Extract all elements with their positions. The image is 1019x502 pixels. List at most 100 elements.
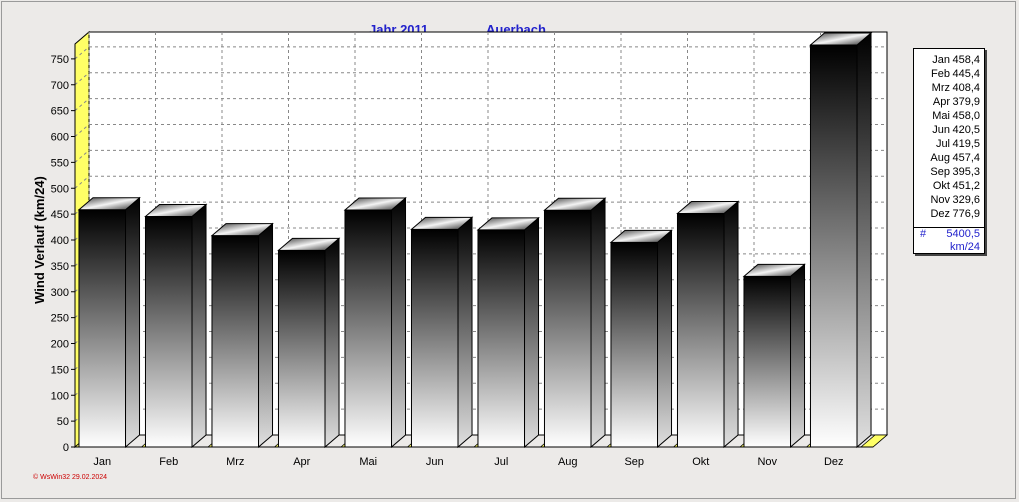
bar-front	[211, 235, 260, 448]
legend-entry-name: Aug	[930, 152, 950, 164]
bar-front	[610, 241, 659, 448]
legend-entry-value: 419,5	[952, 138, 980, 150]
bar-top	[476, 217, 540, 231]
x-tick-label: Jul	[494, 456, 508, 468]
legend-entry-name: Sep	[930, 166, 950, 178]
bar-top	[809, 32, 873, 46]
bar-top	[410, 216, 474, 230]
legend-entry: Nov 329,6	[914, 193, 980, 207]
legend-entry-name: Mai	[932, 110, 950, 122]
legend-entry-name: Dez	[930, 208, 950, 220]
bar-side	[856, 31, 872, 449]
x-tick-label: Feb	[159, 456, 178, 468]
legend-entry: Sep 395,3	[914, 165, 980, 179]
legend-entry-value: 458,4	[952, 54, 980, 66]
x-tick-label: Mrz	[226, 456, 244, 468]
x-tick-label: Dez	[824, 456, 844, 468]
y-tick-label: 200	[51, 339, 69, 351]
bar-sep	[609, 229, 673, 449]
bar-jun	[410, 216, 474, 449]
bar-top	[343, 197, 407, 211]
bar-top	[210, 223, 274, 237]
bar-side	[457, 216, 473, 449]
y-tick-label: 400	[51, 235, 69, 247]
bar-front	[676, 213, 725, 448]
y-tick-label: 450	[51, 209, 69, 221]
legend-entry: Feb 445,4	[914, 67, 980, 81]
x-tick-label: Okt	[692, 456, 709, 468]
bar-jan	[77, 196, 141, 449]
bar-okt	[676, 200, 740, 449]
bar-side	[391, 196, 407, 449]
bar-top	[543, 197, 607, 211]
legend-entry: Jul 419,5	[914, 137, 980, 151]
y-tick-label: 350	[51, 261, 69, 273]
legend-entry-value: 445,4	[952, 68, 980, 80]
bar-side	[790, 263, 806, 449]
legend-total-symbol: #	[920, 228, 927, 240]
legend-entry-name: Jul	[935, 138, 950, 150]
bar-nov	[742, 263, 806, 449]
y-tick-label: 0	[63, 442, 69, 454]
y-tick-label: 550	[51, 157, 69, 169]
y-tick-label: 150	[51, 364, 69, 376]
y-tick-label: 700	[51, 80, 69, 92]
bar-top	[676, 201, 740, 215]
legend-entry: Jan 458,4	[914, 53, 980, 67]
bar-front	[743, 275, 792, 448]
y-tick-label: 650	[51, 106, 69, 118]
bar-mrz	[210, 222, 274, 449]
legend-entry: Dez 776,9	[914, 207, 980, 221]
legend-entry-value: 420,5	[952, 124, 980, 136]
legend-entry: Apr 379,9	[914, 95, 980, 109]
legend-separator	[914, 227, 984, 228]
legend-entry-name: Jun	[932, 124, 950, 136]
bar-front	[477, 229, 526, 448]
bar-side	[524, 216, 540, 449]
legend-entry-name: Mrz	[931, 82, 950, 94]
bar-top	[77, 197, 141, 211]
x-tick-label: Jun	[426, 456, 444, 468]
y-tick-label: 500	[51, 183, 69, 195]
legend-entry-name: Feb	[931, 68, 950, 80]
bar-side	[324, 237, 340, 449]
legend-entry-name: Jan	[932, 54, 950, 66]
x-tick-label: Mai	[359, 456, 377, 468]
bar-side	[258, 222, 274, 449]
legend-entry: Mrz 408,4	[914, 81, 980, 95]
bar-front	[344, 209, 393, 448]
bar-side	[125, 196, 141, 449]
legend-entry-value: 395,3	[952, 166, 980, 178]
bar-jul	[476, 216, 540, 449]
bar-dez	[809, 31, 873, 449]
legend-entry-value: 457,4	[952, 152, 980, 164]
bar-aug	[543, 197, 607, 449]
bar-top	[742, 263, 806, 277]
legend-box: Jan 458,4 Feb 445,4 Mrz 408,4 Apr 379,9 Mai 458,0…	[913, 48, 985, 254]
legend-entry-value: 451,2	[952, 180, 980, 192]
x-tick-label: Apr	[293, 456, 310, 468]
bar-front	[277, 249, 326, 448]
x-tick-label: Nov	[757, 456, 777, 468]
y-tick-label: 100	[51, 390, 69, 402]
bar-feb	[144, 203, 208, 449]
bar-top	[277, 237, 341, 251]
bar-front	[144, 216, 193, 448]
legend-total-unit: km/24	[950, 241, 980, 253]
legend-entry-name: Apr	[932, 96, 950, 108]
bar-side	[723, 200, 739, 449]
legend-total-value: 5400,5	[946, 228, 980, 240]
bar-apr	[277, 237, 341, 449]
y-axis-label: Wind Verlauf (km/24)	[32, 176, 47, 304]
y-tick-label: 750	[51, 54, 69, 66]
legend-entry-value: 776,9	[952, 208, 980, 220]
legend-entry-name: Okt	[932, 180, 950, 192]
legend-entry-value: 379,9	[952, 96, 980, 108]
legend-entry-value: 329,6	[952, 194, 980, 206]
bar-top	[609, 229, 673, 243]
y-tick-label: 600	[51, 132, 69, 144]
x-tick-label: Aug	[558, 456, 578, 468]
legend-entry-value: 408,4	[952, 82, 980, 94]
